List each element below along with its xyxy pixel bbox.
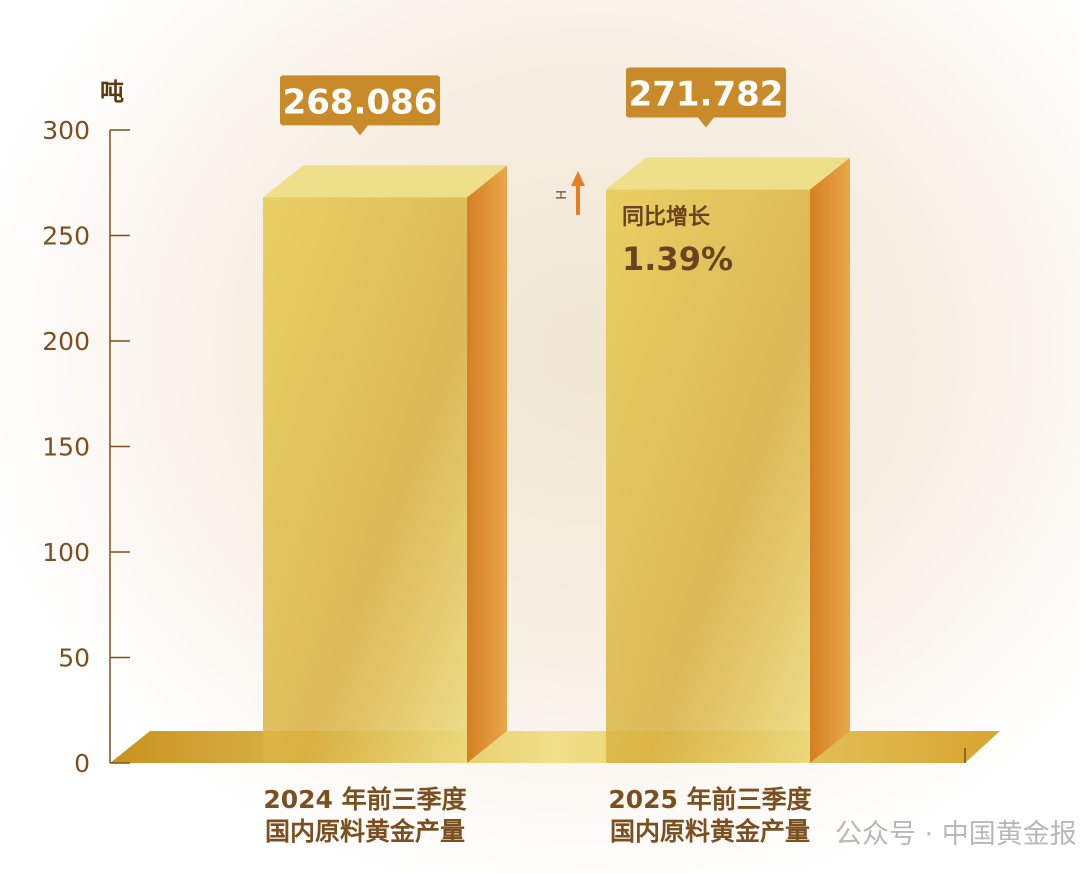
y-tick-label: 50	[58, 644, 90, 673]
x-label-2024: 2024 年前三季度 国内原料黄金产量	[245, 784, 485, 848]
bar-side	[467, 165, 507, 763]
up-arrow-head	[571, 171, 585, 186]
data-label-pointer	[352, 125, 368, 136]
data-label: 268.086	[283, 82, 438, 122]
bar	[606, 189, 810, 763]
y-tick-label: 200	[42, 327, 90, 356]
x-label-2025: 2025 年前三季度 国内原料黄金产量	[590, 784, 830, 848]
arrow-label: H	[552, 190, 567, 200]
y-tick-label: 100	[42, 538, 90, 567]
y-tick-label: 300	[42, 116, 90, 145]
x-label-line: 2025 年前三季度	[608, 785, 812, 814]
growth-value: 1.39%	[622, 240, 733, 278]
bar-top	[606, 157, 850, 190]
y-tick-label: 150	[42, 433, 90, 462]
bar	[263, 197, 467, 763]
x-label-line: 国内原料黄金产量	[609, 817, 810, 846]
floor	[110, 731, 1000, 763]
data-label-bg	[626, 67, 786, 118]
data-label-bg	[280, 75, 440, 126]
data-label: 271.782	[629, 75, 784, 115]
x-label-line: 2024 年前三季度	[263, 785, 467, 814]
watermark: 公众号 · 中国黄金报	[835, 819, 1077, 850]
x-label-line: 国内原料黄金产量	[264, 817, 465, 846]
y-axis-unit: 吨	[100, 78, 124, 106]
bar-side	[810, 157, 850, 763]
y-tick-label: 0	[74, 749, 90, 778]
data-label-pointer	[698, 117, 714, 128]
bar-top	[263, 165, 507, 198]
growth-title: 同比增长	[622, 204, 711, 230]
y-tick-label: 250	[42, 222, 90, 251]
